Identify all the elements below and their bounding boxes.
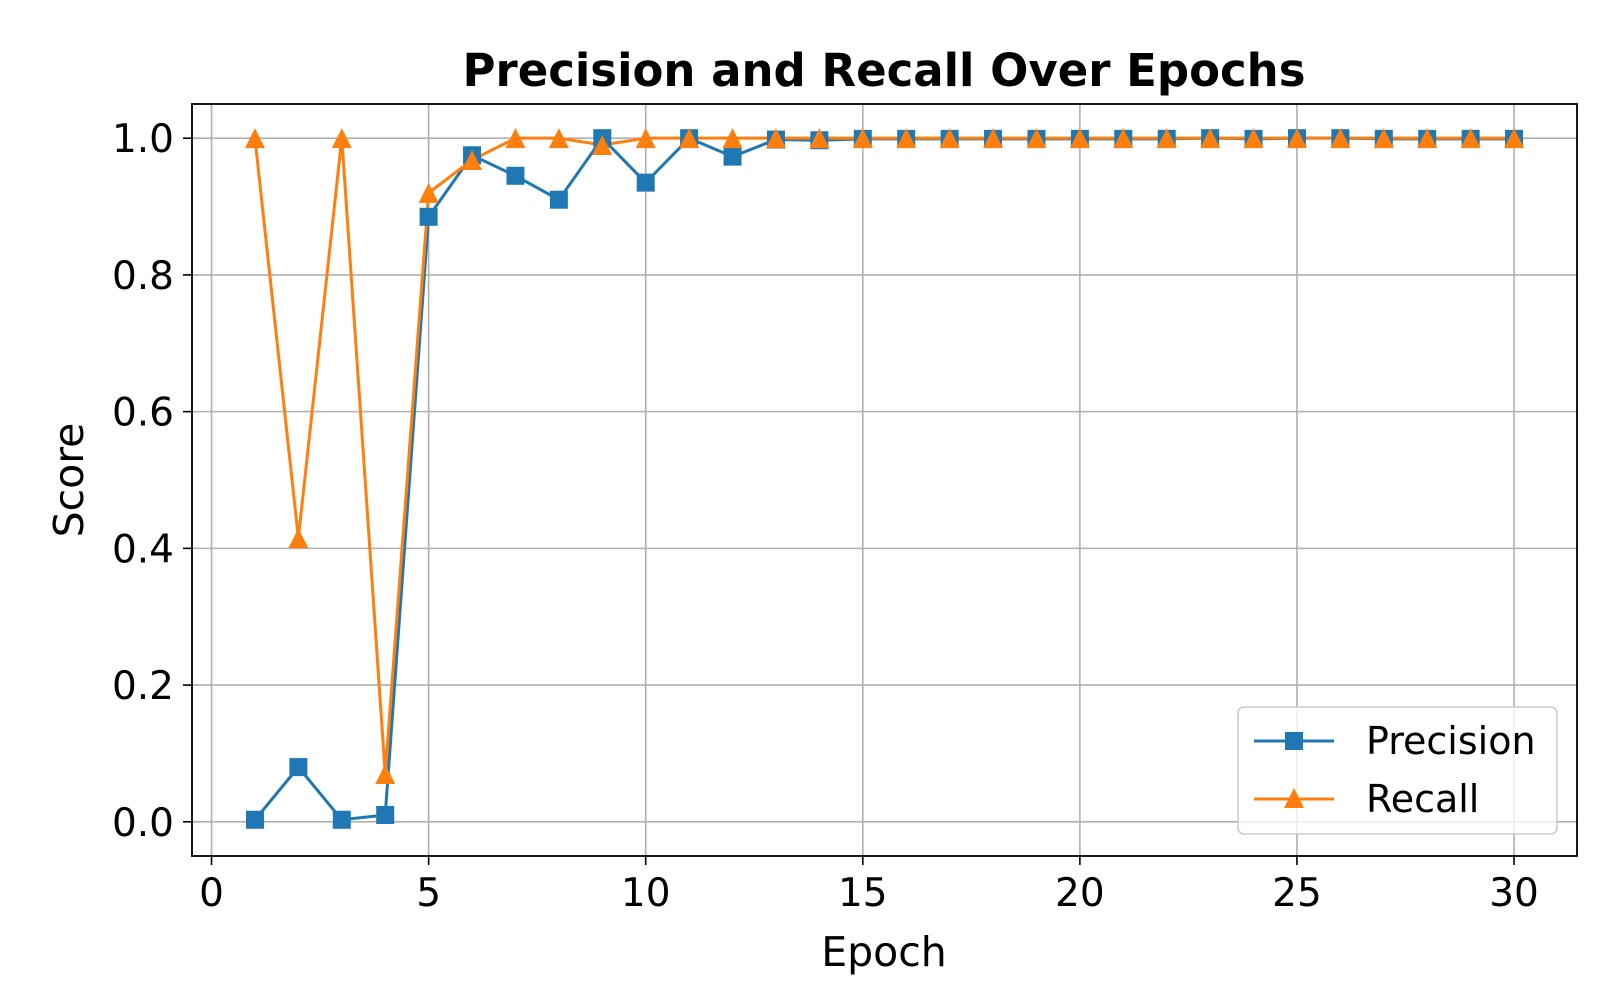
y-tick-label: 0.8 (112, 254, 174, 299)
x-tick-label: 0 (199, 871, 224, 916)
recall-point (722, 128, 743, 149)
recall-point (375, 763, 396, 784)
recall-point (1286, 128, 1307, 149)
recall-point (939, 128, 960, 149)
recall-point (1200, 128, 1221, 149)
recall-point (418, 182, 439, 203)
plot-frame (191, 103, 1578, 857)
recall-point (1504, 128, 1525, 149)
recall-point (1156, 128, 1177, 149)
precision-point (289, 758, 308, 777)
recall-point (765, 128, 786, 149)
precision-point (723, 147, 742, 166)
legend-box (1237, 706, 1558, 835)
series-markers (244, 128, 1525, 829)
recall-point (809, 128, 830, 149)
recall-point (548, 128, 569, 149)
recall-point (1460, 128, 1481, 149)
recall-point (635, 128, 656, 149)
x-tick-label: 30 (1489, 871, 1539, 916)
chart-title: Precision and Recall Over Epochs (463, 44, 1306, 97)
legend: Precision Recall (1237, 706, 1558, 835)
y-tick-label: 0.2 (112, 664, 174, 709)
precision-point (506, 166, 525, 185)
recall-point (331, 128, 352, 149)
recall-point (1373, 128, 1394, 149)
legend-label-precision: Precision (1366, 719, 1536, 763)
recall-point (1417, 128, 1438, 149)
recall-point (244, 128, 265, 149)
y-tick-label: 0.6 (112, 391, 174, 436)
recall-point (1069, 128, 1090, 149)
x-tick-label: 25 (1272, 871, 1322, 916)
x-tick-label: 20 (1055, 871, 1105, 916)
recall-point (896, 128, 917, 149)
recall-point (852, 128, 873, 149)
legend-marker-recall (1284, 788, 1304, 808)
recall-point (462, 150, 483, 171)
x-tick-label: 5 (416, 871, 441, 916)
recall-point (983, 128, 1004, 149)
legend-marker-precision (1285, 732, 1303, 750)
y-axis-label: Score (45, 423, 93, 538)
recall-point (1243, 128, 1264, 149)
recall-point (1330, 128, 1351, 149)
recall-point (505, 128, 526, 149)
y-tick-label: 0.0 (112, 801, 174, 846)
recall-point (592, 135, 613, 156)
precision-point (376, 805, 395, 824)
legend-label-recall: Recall (1366, 777, 1479, 821)
x-tick-label: 10 (621, 871, 671, 916)
x-axis: 0 5 10 15 20 25 30 (199, 856, 1539, 916)
recall-point (1026, 128, 1047, 149)
recall-point (679, 128, 700, 149)
precision-point (636, 173, 655, 192)
y-tick-label: 1.0 (112, 117, 174, 162)
y-tick-label: 0.4 (112, 527, 174, 572)
precision-point (245, 810, 264, 829)
x-axis-label: Epoch (821, 928, 947, 976)
y-axis: 0.0 0.2 0.4 0.6 0.8 1.0 (112, 117, 192, 846)
precision-point (419, 207, 438, 226)
precision-point (332, 810, 351, 829)
recall-point (288, 528, 309, 549)
x-tick-label: 15 (838, 871, 888, 916)
recall-line (253, 136, 1515, 776)
recall-point (1113, 128, 1134, 149)
precision-point (549, 190, 568, 209)
